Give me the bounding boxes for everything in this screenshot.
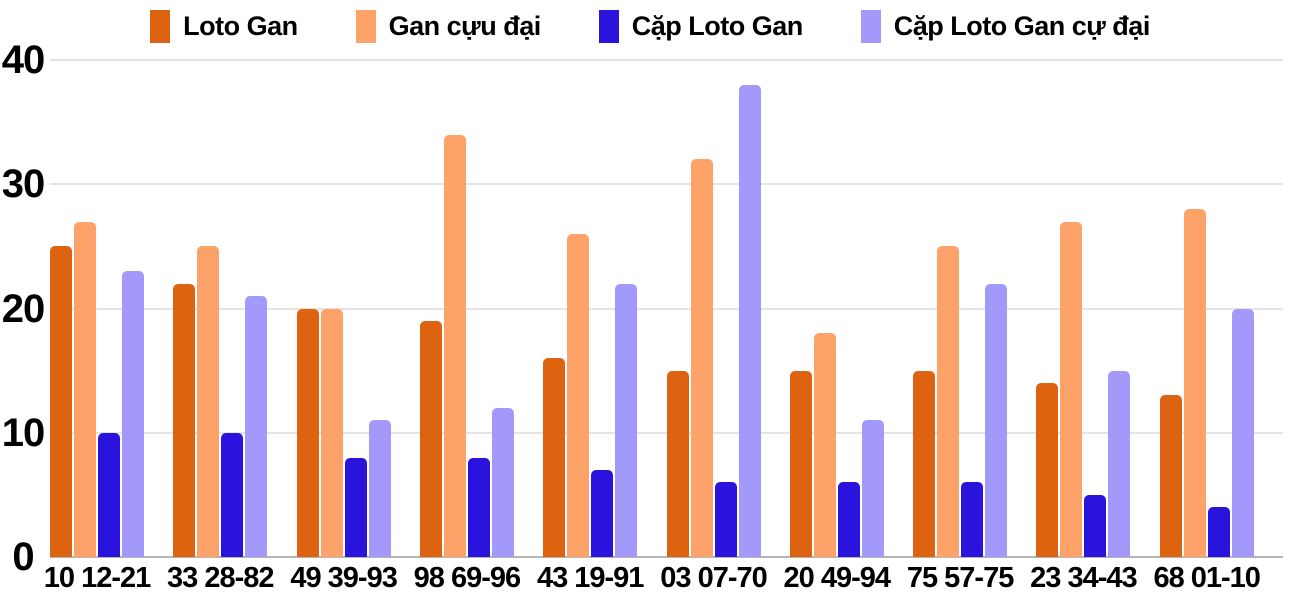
bar-gan-cuu-dai bbox=[567, 233, 590, 557]
bar-cap-loto-gan-cu-dai bbox=[861, 420, 884, 557]
y-tick-label: 40 bbox=[1, 38, 46, 82]
bar-cap-loto-gan bbox=[344, 457, 367, 557]
bar-loto-gan bbox=[789, 370, 812, 557]
bar-group-49-39-93: 49 39-93 bbox=[290, 60, 420, 593]
bar-gan-cuu-dai bbox=[813, 333, 836, 557]
gridline bbox=[50, 183, 1283, 186]
bar-group-98-69-96: 98 69-96 bbox=[414, 60, 543, 593]
bar-gan-cuu-dai bbox=[197, 246, 220, 557]
bar-gan-cuu-dai bbox=[937, 246, 960, 557]
bar-cap-loto-gan bbox=[98, 432, 120, 557]
bar-group-33-28-82: 33 28-82 bbox=[167, 60, 296, 593]
bar-loto-gan bbox=[296, 308, 319, 557]
x-axis-baseline bbox=[50, 556, 1283, 558]
x-tick-label: 10 12-21 bbox=[43, 562, 151, 594]
legend-label: Cặp Loto Gan cự đại bbox=[893, 10, 1151, 41]
y-tick-label: 30 bbox=[1, 162, 46, 207]
bar-loto-gan bbox=[173, 283, 196, 557]
x-tick-label: 23 34-43 bbox=[1030, 562, 1137, 594]
bar-cap-loto-gan-cu-dai bbox=[368, 420, 391, 557]
bar-gan-cuu-dai bbox=[690, 159, 713, 557]
legend-item-loto-gan[interactable]: Loto Gan bbox=[150, 9, 298, 43]
bar-cap-loto-gan bbox=[467, 457, 490, 557]
bar-cap-loto-gan-cu-dai bbox=[615, 283, 638, 557]
bar-gan-cuu-dai bbox=[1183, 209, 1206, 557]
bar-cap-loto-gan bbox=[714, 482, 737, 557]
legend-swatch-gan-cuu-dai bbox=[355, 9, 376, 43]
bar-cap-loto-gan-cu-dai bbox=[122, 271, 144, 557]
y-tick-label: 0 bbox=[12, 535, 34, 579]
bar-cap-loto-gan-cu-dai bbox=[738, 84, 761, 557]
y-axis: 0 10 20 30 40 bbox=[0, 40, 46, 577]
plot-area: 10 12-21 33 28-82 49 39-93 98 69-96 43 19-91… bbox=[44, 59, 1283, 593]
bar-group-10-12-21: 10 12-21 bbox=[44, 60, 173, 593]
bar-cap-loto-gan bbox=[1084, 494, 1107, 557]
bar-cap-loto-gan bbox=[221, 432, 244, 557]
legend-item-cap-loto-gan[interactable]: Cặp Loto Gan bbox=[598, 9, 804, 43]
x-tick-label: 98 69-96 bbox=[413, 562, 521, 594]
bar-loto-gan bbox=[1159, 395, 1182, 557]
bar-cap-loto-gan-cu-dai bbox=[985, 283, 1008, 557]
bar-loto-gan bbox=[543, 358, 566, 557]
x-tick-label: 33 28-82 bbox=[167, 562, 274, 594]
legend-label: Cặp Loto Gan bbox=[631, 10, 804, 41]
bar-cap-loto-gan-cu-dai bbox=[1108, 370, 1131, 557]
bar-gan-cuu-dai bbox=[74, 221, 96, 557]
gridline bbox=[50, 307, 1283, 310]
bar-gan-cuu-dai bbox=[1060, 221, 1083, 557]
legend-swatch-cap-loto-gan bbox=[598, 9, 619, 43]
legend-item-gan-cuu-dai[interactable]: Gan cựu đại bbox=[355, 9, 542, 43]
gridline bbox=[50, 59, 1283, 61]
chart-legend: Loto Gan Gan cựu đại Cặp Loto Gan Cặp Loto … bbox=[0, 6, 1300, 46]
bar-group-23-34-43: 23 34-43 bbox=[1030, 60, 1159, 593]
x-tick-label: 43 19-91 bbox=[536, 562, 644, 594]
bar-group-68-01-10: 68 01-10 bbox=[1153, 60, 1283, 593]
bar-cap-loto-gan-cu-dai bbox=[491, 407, 514, 557]
bar-group-75-57-75: 75 57-75 bbox=[907, 60, 1036, 593]
x-tick-label: 49 39-93 bbox=[290, 562, 397, 594]
bar-group-20-49-94: 20 49-94 bbox=[784, 60, 913, 593]
y-tick-label: 20 bbox=[1, 286, 46, 331]
bar-loto-gan bbox=[419, 320, 442, 557]
x-tick-label: 20 49-94 bbox=[783, 562, 891, 594]
bar-cap-loto-gan bbox=[1207, 507, 1230, 557]
bar-cap-loto-gan bbox=[961, 482, 984, 557]
x-tick-label: 03 07-70 bbox=[660, 562, 767, 594]
legend-item-cap-loto-gan-cu-dai[interactable]: Cặp Loto Gan cự đại bbox=[860, 9, 1151, 43]
bar-loto-gan bbox=[666, 370, 689, 557]
x-tick-label: 75 57-75 bbox=[906, 562, 1014, 594]
bar-group-43-19-91: 43 19-91 bbox=[537, 60, 666, 593]
legend-swatch-cap-loto-gan-cu-dai bbox=[860, 9, 881, 43]
legend-label: Loto Gan bbox=[183, 10, 298, 41]
bar-gan-cuu-dai bbox=[320, 308, 343, 557]
x-tick-label: 68 01-10 bbox=[1153, 562, 1260, 594]
bar-loto-gan bbox=[1036, 383, 1059, 557]
bar-cap-loto-gan-cu-dai bbox=[1231, 308, 1254, 557]
bar-loto-gan bbox=[913, 370, 936, 557]
bar-gan-cuu-dai bbox=[443, 134, 466, 557]
y-tick-label: 10 bbox=[1, 410, 46, 455]
bar-group-03-07-70: 03 07-70 bbox=[660, 60, 790, 593]
legend-swatch-loto-gan bbox=[150, 9, 171, 43]
bar-loto-gan bbox=[50, 246, 72, 557]
legend-label: Gan cựu đại bbox=[388, 10, 542, 41]
bar-cap-loto-gan bbox=[591, 470, 614, 557]
bar-cap-loto-gan bbox=[837, 482, 860, 557]
bar-cap-loto-gan-cu-dai bbox=[245, 296, 268, 557]
